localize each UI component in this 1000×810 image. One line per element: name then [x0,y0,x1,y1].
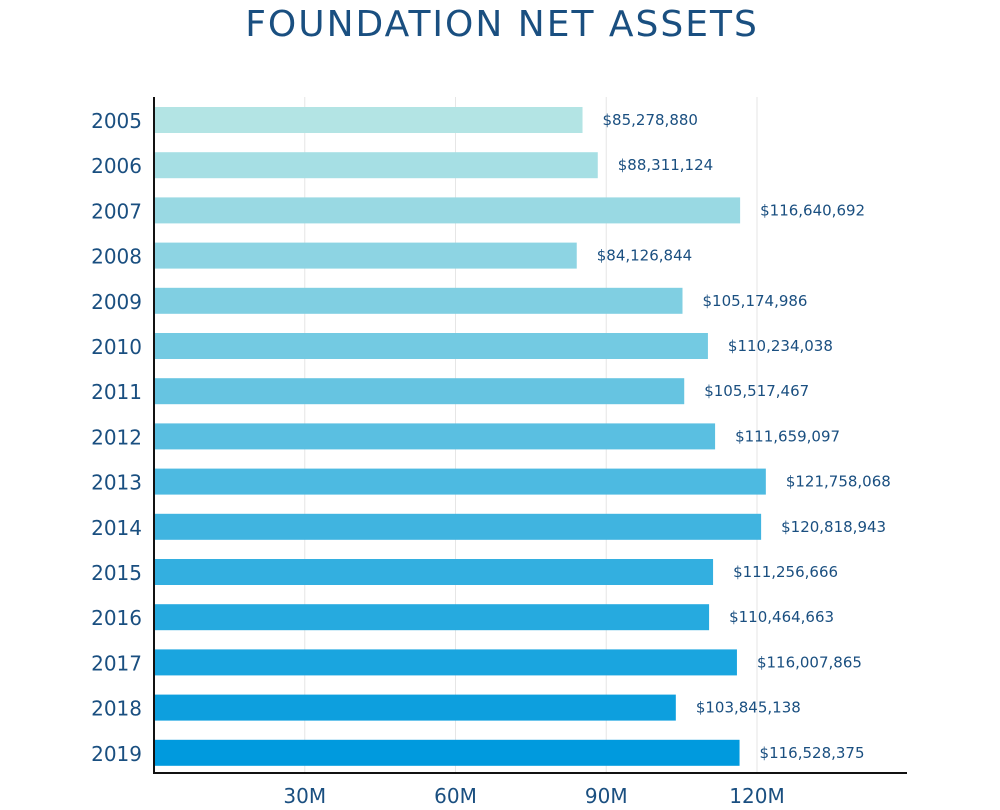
category-label: 2013 [91,471,142,495]
category-labels: 2005 2006 2007 2008 2009 2010 2011 2012 2013 2014… [91,109,142,766]
value-label: $88,311,124 [618,156,713,174]
category-label: 2005 [91,109,142,133]
bar-2014 [155,513,762,540]
bar-2019 [155,739,740,766]
x-tick-label: 120M [729,784,784,808]
value-label: $116,528,375 [760,744,865,762]
category-label: 2012 [91,425,142,449]
x-tick-label: 60M [434,784,477,808]
bar-2011 [155,378,685,405]
value-label: $116,007,865 [757,653,862,671]
category-label: 2008 [91,245,142,269]
category-label: 2010 [91,335,142,359]
bar-2017 [155,649,737,676]
bar-2007 [155,197,741,224]
category-label: 2007 [91,199,142,223]
value-label: $121,758,068 [786,473,891,491]
bar-2013 [155,468,766,495]
bar-2009 [155,287,683,314]
bar-2008 [155,242,577,269]
bar-2012 [155,423,716,450]
value-label: $103,845,138 [696,699,801,717]
category-label: 2016 [91,606,142,630]
value-label: $116,640,692 [760,201,865,219]
axes [153,97,907,774]
bar-2005 [155,107,583,133]
bar-2015 [155,559,714,585]
category-label: 2009 [91,290,142,314]
x-tick-label: 90M [585,784,628,808]
bar-2018 [155,694,676,721]
chart-title: FOUNDATION NET ASSETS [245,4,759,45]
x-tick-labels: 30M 60M 90M 120M [283,784,784,808]
bar-2006 [155,152,598,179]
value-label: $110,234,038 [728,337,833,355]
x-tick-label: 30M [283,784,326,808]
category-label: 2006 [91,154,142,178]
value-label: $84,126,844 [597,247,692,265]
value-label: $111,256,666 [733,563,838,581]
value-label: $105,174,986 [703,292,808,310]
category-label: 2017 [91,651,142,675]
category-label: 2019 [91,742,142,766]
value-labels: $85,278,880 $88,311,124 $116,640,692 $84,12… [597,111,891,762]
value-label: $105,517,467 [704,382,809,400]
bar-2016 [155,604,710,631]
bars [155,107,766,766]
category-label: 2011 [91,380,142,404]
category-label: 2014 [91,516,142,540]
value-label: $110,464,663 [729,608,834,626]
value-label: $85,278,880 [603,111,698,129]
value-label: $120,818,943 [781,518,886,536]
value-label: $111,659,097 [735,427,840,445]
category-label: 2015 [91,561,142,585]
bar-2010 [155,333,708,359]
category-label: 2018 [91,697,142,721]
